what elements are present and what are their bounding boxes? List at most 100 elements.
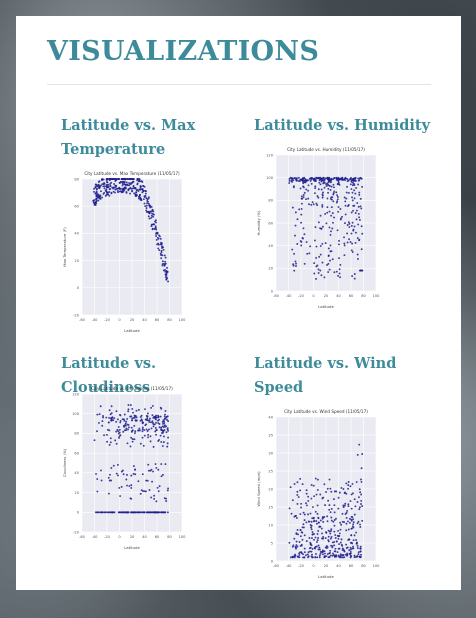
panel-wind-speed: Latitude vs. Wind Speed — [254, 352, 434, 400]
data-point — [331, 554, 334, 557]
data-point — [100, 184, 102, 187]
data-point — [304, 181, 307, 184]
data-point — [167, 487, 170, 490]
data-point — [121, 511, 124, 514]
data-point — [300, 197, 303, 200]
data-point — [353, 554, 356, 557]
data-point — [161, 420, 164, 423]
data-point — [342, 504, 345, 507]
x-tick-label: 100 — [179, 535, 187, 539]
data-point — [136, 179, 139, 182]
data-point — [107, 511, 110, 514]
data-point — [293, 556, 296, 559]
data-point — [288, 178, 291, 180]
data-point — [109, 511, 112, 514]
data-point — [118, 436, 120, 439]
data-point — [330, 528, 333, 531]
data-point — [289, 486, 292, 489]
data-point — [300, 244, 303, 247]
data-point — [344, 213, 347, 216]
data-point — [302, 182, 305, 185]
data-point — [152, 213, 155, 216]
data-point — [303, 551, 306, 554]
data-point — [317, 196, 320, 199]
data-point — [130, 487, 133, 489]
data-point — [352, 209, 354, 212]
data-point — [325, 555, 328, 558]
data-point — [299, 240, 302, 243]
x-tick-label: -60 — [79, 535, 86, 539]
data-point — [347, 503, 350, 506]
data-point — [136, 182, 139, 185]
data-point — [110, 405, 113, 408]
data-point — [333, 216, 336, 219]
data-point — [152, 425, 155, 428]
data-point — [141, 473, 144, 476]
data-point — [120, 178, 123, 180]
data-point — [353, 534, 356, 537]
data-point — [162, 473, 164, 476]
data-point — [116, 428, 119, 431]
data-point — [157, 490, 160, 493]
data-point — [303, 534, 306, 537]
chart-max-temperature[interactable]: City Latitude vs. Max Temperature (11/05… — [60, 167, 188, 335]
x-tick-label: 100 — [179, 318, 187, 322]
data-point — [321, 261, 324, 264]
data-point — [360, 480, 363, 483]
y-tick-label: 40 — [268, 244, 273, 248]
data-point — [328, 268, 331, 271]
data-point — [115, 442, 118, 445]
data-point — [321, 532, 323, 535]
data-point — [332, 498, 335, 501]
data-point — [345, 516, 348, 519]
data-point — [319, 493, 322, 496]
data-point — [345, 492, 348, 495]
data-point — [107, 178, 110, 180]
data-point — [310, 497, 313, 500]
data-point — [146, 412, 149, 415]
data-point — [117, 426, 120, 428]
data-point — [352, 178, 355, 180]
data-point — [119, 419, 122, 422]
data-point — [341, 215, 343, 218]
data-point — [321, 516, 324, 518]
data-point — [139, 188, 142, 191]
data-point — [119, 421, 122, 424]
data-point — [296, 494, 299, 496]
data-point — [137, 511, 140, 514]
data-point — [106, 433, 108, 436]
data-point — [333, 271, 336, 274]
data-point — [296, 555, 299, 558]
data-point — [145, 207, 148, 210]
data-point — [356, 501, 359, 503]
data-point — [339, 208, 342, 210]
data-point — [322, 496, 325, 499]
chart-cloudiness[interactable]: City Latitude vs. Cloudiness (11/05/17) -… — [60, 382, 188, 552]
data-point — [149, 511, 152, 514]
data-point — [110, 479, 113, 482]
data-point — [94, 186, 97, 189]
y-tick-label: 80 — [74, 177, 79, 181]
data-point — [125, 184, 128, 186]
data-point — [108, 409, 111, 412]
panel-title: Latitude vs. Max Temperature — [61, 114, 241, 162]
data-point — [357, 553, 360, 556]
y-tick-label: 100 — [72, 412, 80, 416]
data-point — [142, 198, 145, 201]
panel-humidity: Latitude vs. Humidity — [254, 114, 434, 138]
data-point — [310, 182, 313, 185]
data-point — [358, 218, 361, 221]
chart-humidity[interactable]: City Latitude vs. Humidity (11/05/17) -60… — [254, 143, 382, 311]
data-point — [294, 211, 297, 214]
data-point — [349, 183, 352, 186]
data-point — [159, 511, 162, 514]
data-point — [350, 534, 353, 536]
data-point — [334, 537, 337, 539]
data-point — [100, 469, 102, 472]
chart-wind-speed[interactable]: City Latitude vs. Wind Speed (11/05/17) -… — [254, 405, 382, 581]
data-point — [160, 426, 163, 429]
data-point — [131, 180, 134, 183]
data-point — [106, 181, 109, 184]
data-point — [353, 498, 356, 501]
data-point — [156, 486, 159, 489]
